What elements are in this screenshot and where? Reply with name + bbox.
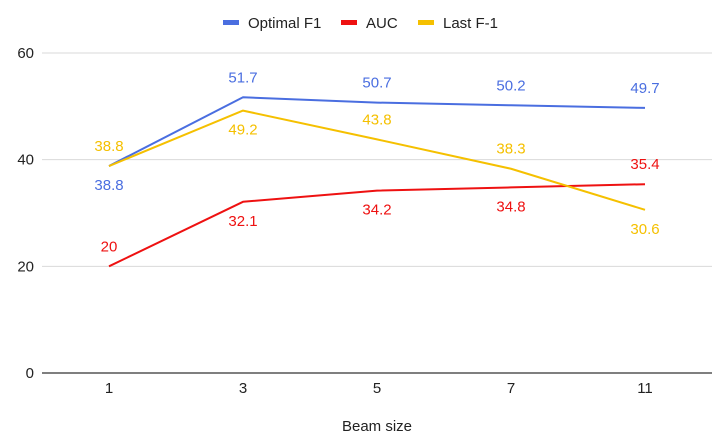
x-tick-label: 3	[239, 380, 247, 397]
x-tick-label: 5	[373, 380, 381, 397]
data-label-auc: 35.4	[630, 156, 659, 173]
legend-swatch-last-f1	[418, 20, 434, 25]
legend-swatch-auc	[341, 20, 357, 25]
data-label-optimal-f1: 50.2	[496, 77, 525, 94]
y-tick-label: 0	[26, 365, 34, 382]
x-axis-ticks: 1 3 5 7 11	[105, 380, 653, 397]
data-label-last-f-1: 49.2	[228, 122, 257, 139]
data-label-auc: 20	[101, 238, 118, 255]
y-tick-label: 40	[17, 152, 34, 169]
data-label-last-f-1: 30.6	[630, 221, 659, 238]
series-lines	[108, 96, 646, 268]
data-label-last-f-1: 38.3	[496, 141, 525, 158]
legend-item-last-f1: Last F-1	[418, 15, 498, 32]
legend-swatch-optimal-f1	[223, 20, 239, 25]
x-tick-label: 1	[105, 380, 113, 397]
legend-label-last-f1: Last F-1	[443, 15, 498, 32]
data-label-auc: 34.2	[362, 202, 391, 219]
data-label-optimal-f1: 50.7	[362, 75, 391, 92]
y-axis-ticks: 0 20 40 60	[17, 45, 34, 382]
legend-item-auc: AUC	[341, 15, 398, 32]
legend-item-optimal-f1: Optimal F1	[223, 15, 321, 32]
data-label-optimal-f1: 38.8	[94, 177, 123, 194]
data-label-auc: 32.1	[228, 213, 257, 230]
y-tick-label: 20	[17, 258, 34, 275]
data-label-last-f-1: 43.8	[362, 111, 391, 128]
series-line-optimal-f1	[108, 96, 646, 167]
legend-label-auc: AUC	[366, 15, 398, 32]
data-label-last-f-1: 38.8	[94, 138, 123, 155]
gridlines	[42, 52, 712, 374]
x-axis-title: Beam size	[342, 418, 412, 435]
data-labels: 38.8 51.7 50.7 50.2 49.7 20 32.1 34.2 34.8 35.4 38…	[94, 69, 659, 255]
series-line-last-f-1	[108, 109, 646, 211]
x-tick-label: 7	[507, 380, 515, 397]
series-line-auc	[108, 183, 646, 268]
data-label-auc: 34.8	[496, 198, 525, 215]
data-label-optimal-f1: 49.7	[630, 80, 659, 97]
data-label-optimal-f1: 51.7	[228, 69, 257, 86]
legend: Optimal F1 AUC Last F-1	[223, 15, 498, 32]
y-tick-label: 60	[17, 45, 34, 62]
legend-label-optimal-f1: Optimal F1	[248, 15, 321, 32]
x-tick-label: 11	[637, 380, 653, 397]
